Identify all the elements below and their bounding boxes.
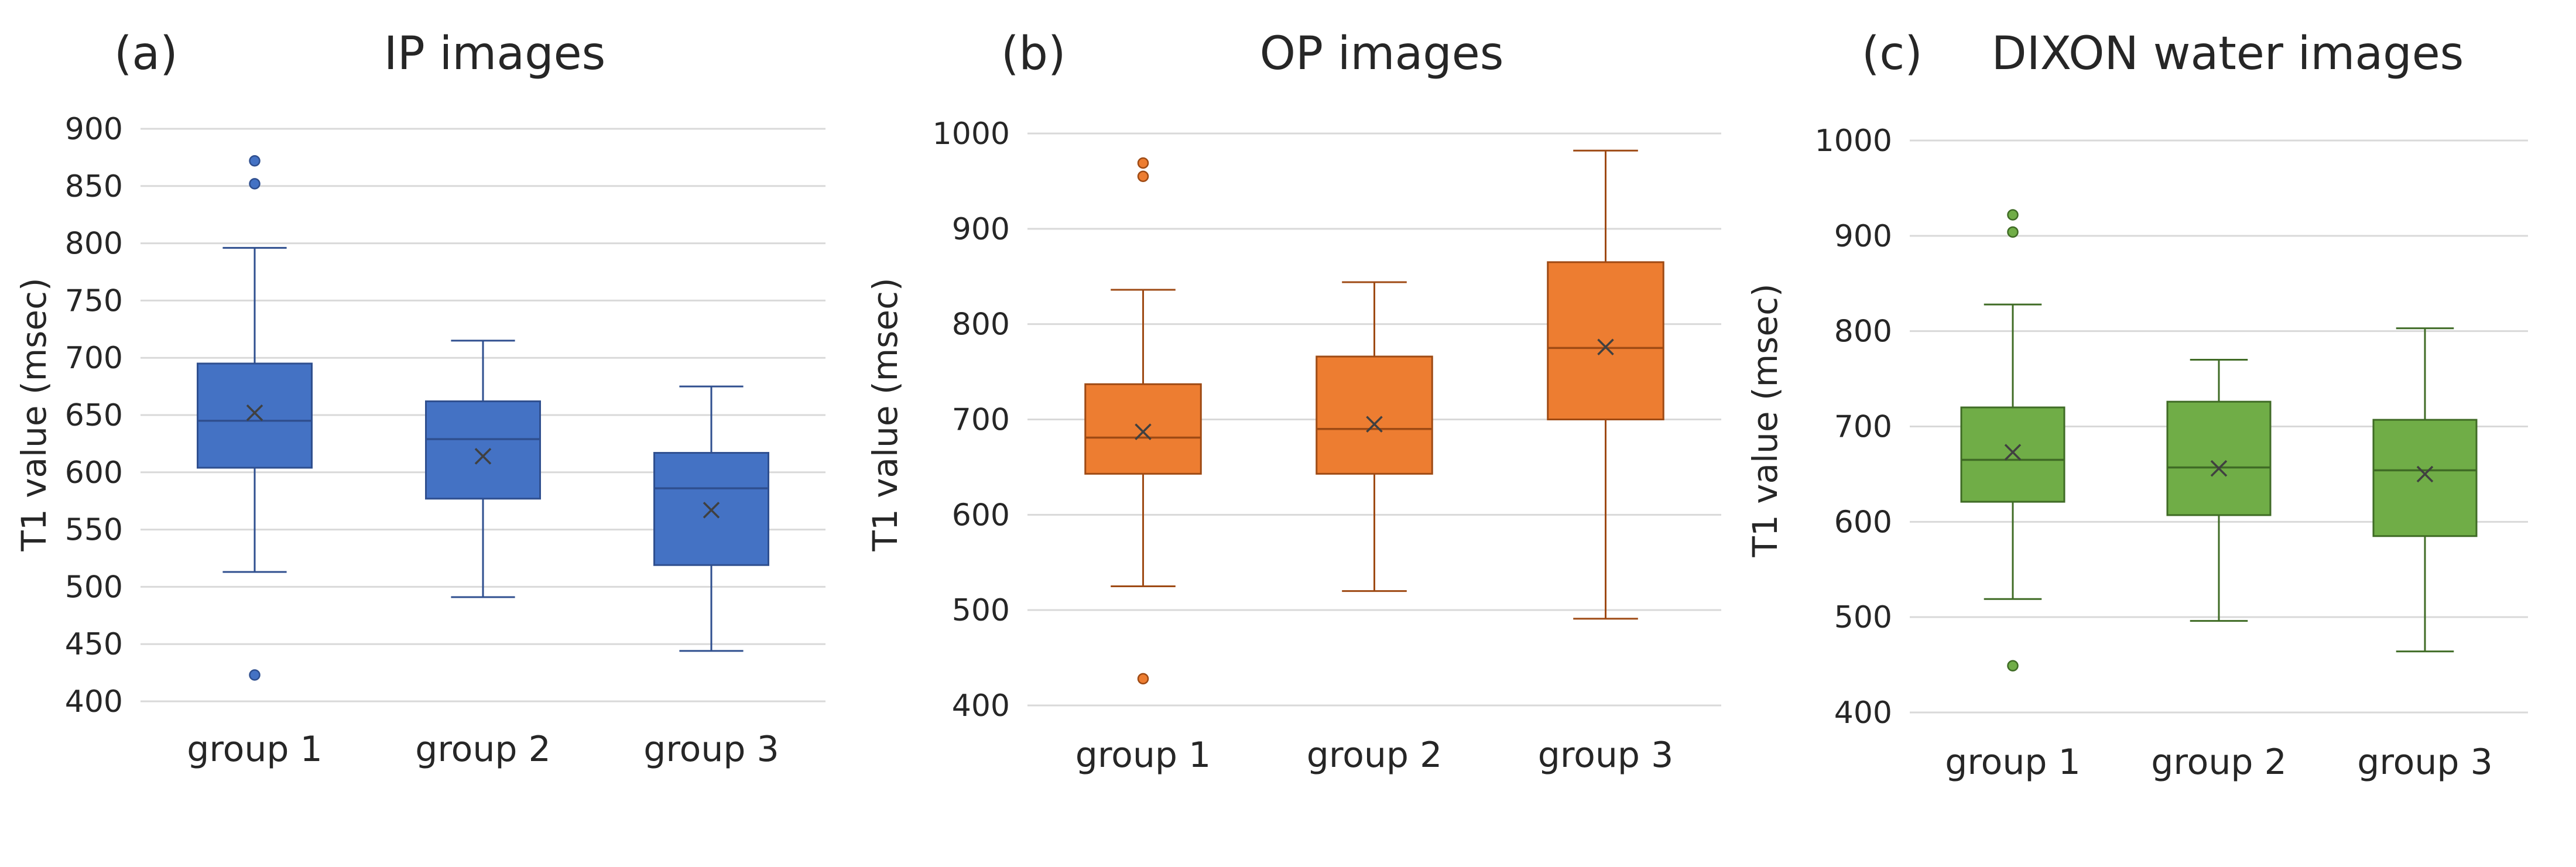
iqr-box: [2166, 400, 2272, 516]
box-group-3: [1547, 149, 1664, 620]
x-tick-label-group-1-a: group 1: [187, 729, 323, 770]
y-tick-label: 800: [952, 307, 1010, 342]
mean-marker: [2004, 444, 2022, 461]
x-tick-label-group-3-a: group 3: [643, 729, 779, 770]
iqr-box: [1084, 383, 1202, 475]
y-tick-label: 900: [1834, 219, 1892, 254]
outlier-point: [249, 155, 261, 167]
chart-title-dixon: DIXON water images: [1992, 28, 2464, 80]
panel-label-a: (a): [114, 28, 178, 80]
x-tick-label-group-2-b: group 2: [1307, 735, 1443, 776]
y-tick-label: 700: [65, 341, 123, 376]
iqr-box: [1547, 261, 1664, 420]
box-group-2: [2166, 359, 2272, 622]
panel-op-images: (b) OP images T1 value (msec) 400 500 600 7…: [865, 28, 1721, 776]
x-tick-label-group-2-c: group 2: [2151, 742, 2287, 783]
mean-marker: [1135, 423, 1152, 440]
x-ticks-a: group 1 group 2 group 3: [187, 729, 779, 770]
y-tick-label: 800: [1834, 314, 1892, 349]
y-tick-label: 800: [65, 227, 123, 262]
x-ticks-b: group 1 group 2 group 3: [1075, 735, 1674, 776]
box-group-3: [653, 385, 769, 652]
outlier-point: [2007, 209, 2019, 221]
y-tick-label: 900: [952, 212, 1010, 247]
panel-ip-images: (a) IP images T1 value (msec) 400 450 500 5…: [14, 28, 825, 770]
chart-title-ip: IP images: [384, 28, 605, 80]
y-ticks-b: 400 500 600 700 800 900 1000: [933, 116, 1010, 724]
x-tick-label-group-3-b: group 3: [1538, 735, 1674, 776]
x-tick-label-group-1-c: group 1: [1945, 742, 2081, 783]
box-group-1: [197, 155, 313, 681]
y-axis-title-b: T1 value (msec): [865, 277, 905, 551]
y-tick-label: 850: [65, 169, 123, 204]
box-group-1: [1960, 209, 2065, 671]
iqr-box: [2372, 419, 2478, 537]
y-ticks-a: 400 450 500 550 600 650 700 750 800 850 900: [65, 112, 123, 719]
boxes-c: [1960, 209, 2478, 671]
outlier-point: [1137, 157, 1149, 169]
box-group-1: [1084, 157, 1202, 685]
boxes-a: [197, 155, 769, 681]
y-tick-label: 400: [65, 684, 123, 719]
iqr-box: [425, 400, 541, 500]
box-group-2: [1316, 281, 1433, 592]
y-tick-label: 500: [1834, 600, 1892, 635]
outlier-point: [249, 669, 261, 681]
y-tick-label: 400: [1834, 695, 1892, 731]
outlier-point: [2007, 660, 2019, 671]
outlier-point: [1137, 170, 1149, 183]
panel-label-b: (b): [1001, 28, 1066, 80]
y-tick-label: 450: [65, 627, 123, 662]
x-tick-label-group-2-a: group 2: [415, 729, 551, 770]
y-tick-label: 700: [1834, 410, 1892, 445]
y-tick-label: 900: [65, 112, 123, 147]
y-tick-label: 500: [65, 570, 123, 605]
chart-title-op: OP images: [1260, 28, 1504, 80]
boxes-b: [1084, 149, 1664, 685]
outlier-point: [1137, 673, 1149, 685]
y-tick-label: 1000: [933, 116, 1010, 152]
x-tick-label-group-1-b: group 1: [1075, 735, 1211, 776]
mean-marker: [246, 404, 263, 421]
outlier-point: [2007, 226, 2019, 238]
mean-marker: [703, 502, 720, 519]
y-axis-title-a: T1 value (msec): [14, 277, 54, 551]
x-tick-label-group-3-c: group 3: [2357, 742, 2493, 783]
mean-marker: [1366, 416, 1383, 433]
y-tick-label: 650: [65, 398, 123, 433]
y-tick-label: 550: [65, 513, 123, 548]
y-tick-label: 600: [65, 455, 123, 491]
y-axis-title-c: T1 value (msec): [1745, 283, 1785, 557]
y-ticks-c: 400 500 600 700 800 900 1000: [1815, 124, 1892, 731]
outlier-point: [249, 178, 261, 190]
mean-marker: [1597, 338, 1614, 355]
y-tick-label: 750: [65, 283, 123, 318]
x-ticks-c: group 1 group 2 group 3: [1945, 742, 2493, 783]
y-tick-label: 600: [952, 498, 1010, 533]
iqr-box: [197, 362, 313, 469]
mean-marker: [2210, 460, 2228, 477]
box-group-3: [2372, 327, 2478, 653]
panel-dixon-water-images: (c) DIXON water images T1 value (msec) 4…: [1745, 28, 2528, 783]
mean-marker: [474, 448, 492, 465]
y-tick-label: 400: [952, 688, 1010, 724]
box-group-2: [425, 340, 541, 598]
y-tick-label: 500: [952, 593, 1010, 628]
y-tick-label: 700: [952, 403, 1010, 438]
mean-marker: [2416, 465, 2434, 483]
y-tick-label: 1000: [1815, 124, 1892, 159]
iqr-box: [1960, 406, 2065, 503]
panel-label-c: (c): [1862, 28, 1923, 80]
y-tick-label: 600: [1834, 505, 1892, 540]
iqr-box: [1316, 355, 1433, 475]
